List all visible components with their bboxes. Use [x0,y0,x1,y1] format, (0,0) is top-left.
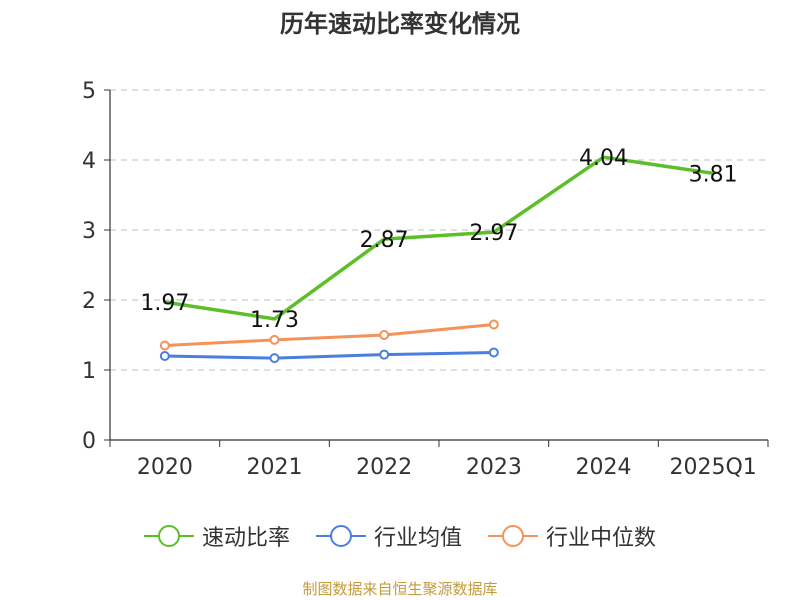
legend-item-series-3[interactable]: 行业中位数 [488,520,656,552]
data-label: 1.73 [250,308,299,333]
data-label: 2.97 [469,221,518,246]
legend-marker-series-1 [143,525,194,547]
legend-item-series-1[interactable]: 速动比率 [143,520,290,552]
legend-item-series-2[interactable]: 行业均值 [315,520,462,552]
legend-marker-series-3 [488,525,538,547]
y-tick-label: 1 [82,359,96,384]
x-tick-label: 2024 [576,455,632,480]
legend-label-series-3: 行业中位数 [546,526,657,551]
data-point-series-2 [488,347,499,358]
y-tick-label: 4 [82,149,96,174]
data-point-series-2 [269,353,280,364]
data-label: 3.81 [689,162,738,187]
y-tick-label: 5 [82,79,96,104]
data-point-series-2 [379,349,390,360]
x-tick-label: 2021 [247,455,303,480]
x-tick-label: 2022 [356,455,412,480]
data-point-series-2 [159,351,170,361]
data-label: 2.87 [360,228,409,253]
source-note: 制图数据来自恒生聚源数据库 [302,580,498,598]
series-line-1 [163,155,715,321]
y-tick-label: 2 [82,289,96,314]
data-label: 4.04 [579,146,628,171]
legend-marker-series-2 [315,525,366,547]
x-tick-label: 2025Q1 [670,455,757,480]
x-tick-label: 2020 [137,455,193,480]
y-tick-label: 0 [82,429,96,454]
data-label: 1.97 [140,291,189,316]
x-tick-label: 2023 [466,455,522,480]
chart-title: 历年速动比率变化情况 [280,10,520,38]
legend-label-series-1: 速动比率 [201,526,290,551]
series-line-2 [163,351,496,360]
data-point-series-3 [379,330,390,340]
y-tick-label: 3 [82,219,96,244]
legend: 速动比率 行业均值 行业中位数 [0,520,800,552]
data-point-series-3 [159,340,170,351]
series-line-3 [163,323,496,347]
data-point-series-3 [488,319,499,330]
legend-label-series-2: 行业均值 [373,526,462,551]
data-point-series-3 [269,334,280,345]
